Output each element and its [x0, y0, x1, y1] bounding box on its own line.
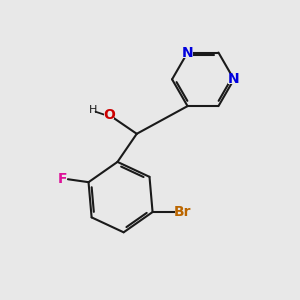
- Text: H: H: [88, 105, 97, 115]
- FancyBboxPatch shape: [175, 208, 191, 217]
- Text: N: N: [182, 46, 194, 60]
- FancyBboxPatch shape: [103, 110, 114, 119]
- Text: N: N: [228, 72, 240, 86]
- FancyBboxPatch shape: [228, 74, 240, 85]
- FancyBboxPatch shape: [58, 175, 67, 183]
- Text: Br: Br: [174, 205, 192, 219]
- FancyBboxPatch shape: [182, 47, 194, 58]
- Text: O: O: [103, 108, 115, 122]
- Text: F: F: [58, 172, 68, 186]
